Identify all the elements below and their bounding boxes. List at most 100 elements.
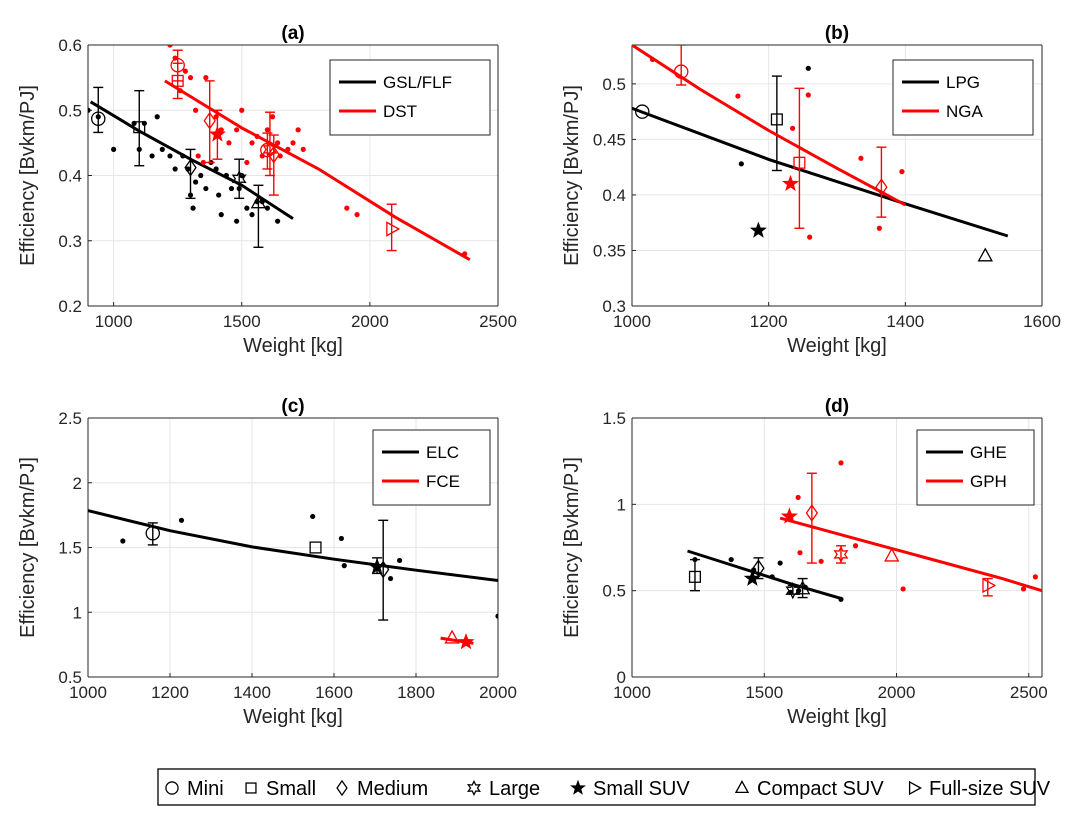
data-point xyxy=(344,205,350,211)
chart-panel-c: 1000 1200 1400 1600 1800 2000 0.5 1 1.5 2 2.5 (c) We… xyxy=(17,396,517,728)
data-point xyxy=(876,225,882,231)
class-marker-pentagram xyxy=(457,633,475,650)
data-point xyxy=(462,251,468,257)
legend-marker-triangle-right xyxy=(908,780,922,796)
data-point xyxy=(249,212,255,218)
y-tick-label: 0.35 xyxy=(593,241,626,260)
y-tick-label: 0.4 xyxy=(602,186,626,205)
series-gsl-flf xyxy=(88,86,294,248)
legend-box xyxy=(892,59,1034,136)
legend-label: FCE xyxy=(426,472,460,491)
data-point xyxy=(899,169,905,175)
shared-legend-label: Small xyxy=(266,778,316,800)
shared-legend-item: Small xyxy=(245,778,316,800)
data-point xyxy=(239,107,245,113)
class-marker-triangle-up xyxy=(794,580,811,595)
data-point xyxy=(818,558,824,564)
data-point xyxy=(193,179,199,185)
x-tick-label: 1000 xyxy=(95,312,133,331)
data-point xyxy=(795,494,801,501)
series-nga xyxy=(632,45,907,240)
data-point xyxy=(228,185,235,192)
data-point xyxy=(182,68,188,74)
legend-label: GHE xyxy=(970,443,1007,462)
data-point xyxy=(120,538,126,544)
data-point xyxy=(172,166,178,172)
y-axis-label: Efficiency [Bvkm/PJ] xyxy=(561,85,583,266)
shared-legend-label: Small SUV xyxy=(593,778,690,800)
x-tick-label: 2000 xyxy=(878,683,916,702)
legend-box xyxy=(372,429,491,506)
class-marker-pentagram xyxy=(749,221,767,238)
data-point xyxy=(387,575,394,582)
data-point xyxy=(218,127,224,133)
x-tick-label: 1500 xyxy=(745,683,783,702)
data-point xyxy=(254,133,260,139)
legend-marker-hexagram xyxy=(467,779,481,797)
class-marker-square xyxy=(688,570,702,583)
y-tick-label: 0.4 xyxy=(58,167,82,186)
chart-title: (a) xyxy=(281,23,304,44)
x-tick-label: 1400 xyxy=(886,312,924,331)
shared-legend-box xyxy=(157,768,1036,806)
data-point xyxy=(769,574,775,580)
data-point xyxy=(159,146,165,152)
data-point xyxy=(226,140,232,146)
data-point xyxy=(1020,586,1027,592)
y-tick-label: 0.5 xyxy=(58,668,82,687)
data-point xyxy=(213,166,219,172)
class-marker-square xyxy=(309,541,322,554)
x-tick-label: 1000 xyxy=(613,683,651,702)
class-marker-square xyxy=(770,113,783,126)
y-tick-label: 0.6 xyxy=(58,36,82,55)
data-point xyxy=(216,192,222,198)
class-marker-hexagram xyxy=(833,545,849,564)
series-gph xyxy=(779,460,1042,597)
legend: GHE GPH xyxy=(916,429,1035,506)
data-point xyxy=(1032,574,1038,580)
chart-panel-a: 1000 1500 2000 2500 0.2 0.3 0.4 0.5 0.6 (a) Weight… xyxy=(17,23,517,357)
legend: GSL/FLF DST xyxy=(329,59,491,136)
class-marker-diamond xyxy=(203,111,216,130)
x-tick-label: 2500 xyxy=(479,312,517,331)
x-axis-label: Weight [kg] xyxy=(787,335,887,357)
class-marker-triangle-up xyxy=(884,547,900,562)
data-point xyxy=(111,146,117,152)
y-tick-label: 0.3 xyxy=(58,232,82,251)
shared-legend-label: Large xyxy=(489,778,540,800)
x-tick-label: 2000 xyxy=(479,683,517,702)
class-marker-diamond xyxy=(875,178,888,197)
legend-label: DST xyxy=(383,102,417,121)
data-point xyxy=(234,127,240,133)
data-point xyxy=(789,125,796,131)
class-marker-square xyxy=(133,121,146,134)
legend-label: NGA xyxy=(946,102,984,121)
data-point xyxy=(244,205,250,211)
class-marker-diamond xyxy=(267,145,280,164)
series-dst xyxy=(164,45,471,262)
plot-marks xyxy=(632,45,1009,262)
data-point xyxy=(805,65,811,71)
data-point xyxy=(249,140,255,146)
data-point xyxy=(154,114,160,120)
data-point xyxy=(338,535,344,542)
data-point xyxy=(797,550,803,556)
class-marker-hexagram xyxy=(231,170,247,188)
chart-title: (d) xyxy=(825,396,849,417)
x-tick-label: 2000 xyxy=(351,312,389,331)
shared-legend-label: Medium xyxy=(357,778,428,800)
fit-line xyxy=(164,79,471,262)
y-axis-label: Efficiency [Bvkm/PJ] xyxy=(17,457,39,638)
class-marker-triangle-right xyxy=(386,221,401,237)
data-point xyxy=(900,586,906,592)
fit-line xyxy=(632,106,1009,238)
chart-panel-d: 1000 1500 2000 2500 0 0.5 1 1.5 (d) Weight [kg] Ef… xyxy=(561,396,1048,728)
legend-marker-pentagram xyxy=(570,779,586,795)
chart-title: (b) xyxy=(825,23,849,44)
y-tick-label: 0.3 xyxy=(602,297,626,316)
data-point xyxy=(187,75,194,81)
legend-label: GSL/FLF xyxy=(383,73,452,92)
class-marker-pentagram xyxy=(743,569,761,586)
legend: LPG NGA xyxy=(892,59,1034,136)
data-point xyxy=(495,613,498,619)
